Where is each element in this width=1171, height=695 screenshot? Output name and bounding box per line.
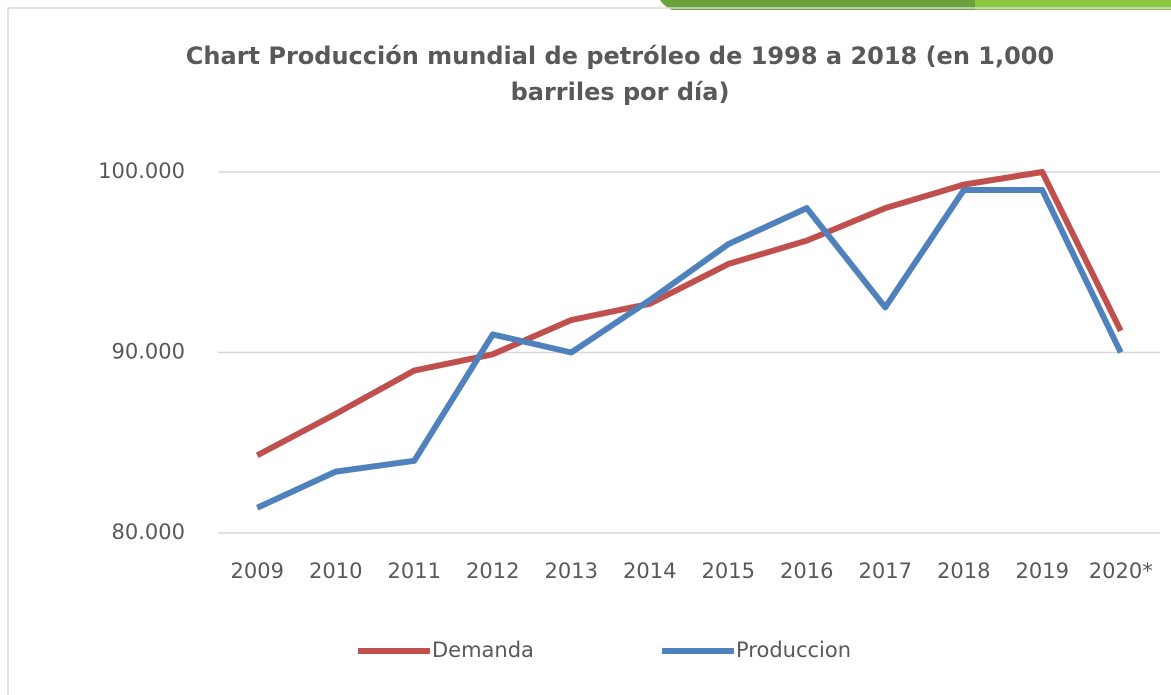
x-tick-label: 2012 — [466, 559, 519, 583]
legend-label: Produccion — [736, 638, 851, 662]
x-tick-label: 2019 — [1016, 559, 1069, 583]
x-tick-label: 2009 — [231, 559, 284, 583]
y-tick-label: 80.000 — [112, 520, 185, 544]
y-tick-label: 100.000 — [98, 159, 185, 183]
x-tick-label: 2015 — [702, 559, 755, 583]
x-tick-label: 2020* — [1089, 559, 1153, 583]
x-tick-label: 2016 — [780, 559, 833, 583]
x-tick-label: 2013 — [545, 559, 598, 583]
x-tick-label: 2014 — [623, 559, 676, 583]
x-tick-label: 2011 — [388, 559, 441, 583]
legend-label: Demanda — [432, 638, 534, 662]
x-tick-label: 2017 — [859, 559, 912, 583]
x-tick-label: 2010 — [309, 559, 362, 583]
line-series — [255, 169, 1124, 459]
chart-border — [7, 7, 1171, 695]
x-tick-label: 2018 — [937, 559, 990, 583]
chart-title: Chart Producción mundial de petróleo de … — [185, 42, 1055, 106]
line-series — [255, 187, 1124, 511]
y-tick-label: 90.000 — [112, 340, 185, 364]
